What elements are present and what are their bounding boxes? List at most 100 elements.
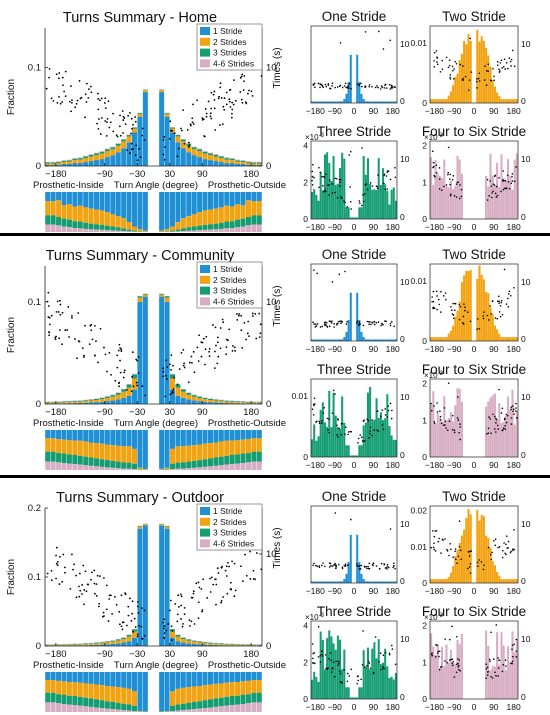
small-point [439,71,442,73]
small-bar [487,186,490,219]
small-point [382,428,385,431]
bar-one [229,403,235,404]
strip-four [186,468,192,470]
strip-three [164,469,170,470]
small-point [331,565,334,568]
strip-four [83,228,89,232]
bar-one [99,644,105,646]
small-point [452,302,454,305]
legend-label: 2 Strides [213,37,247,47]
small-bar [480,274,483,341]
strip-two [224,682,230,697]
small-point [494,192,497,195]
bar-three [126,135,132,137]
time-point [170,639,173,641]
small-bar [463,275,466,341]
bar-three [137,525,143,527]
time-point [83,603,85,606]
time-point [166,378,168,380]
small-point [320,564,323,567]
small-point [311,662,314,664]
small-point [508,57,511,59]
time-point [200,341,203,344]
time-point [87,97,90,99]
bar-three [202,642,208,644]
x-label-left: Prosthetic-Inside [33,180,104,191]
legend-label: 3 Strides [213,48,247,58]
small-point [433,548,436,551]
time-point [214,578,217,581]
small-point [499,315,502,318]
small-bar [334,581,337,583]
strip-four [202,466,208,471]
time-point [64,329,67,332]
small-bar [496,632,499,699]
time-point [143,634,146,637]
small-point [334,177,336,180]
strip-three [132,705,138,712]
time-point [67,306,70,308]
small-point [367,567,370,570]
small-point [485,677,488,679]
time-point [228,100,231,103]
time-point [242,580,244,582]
time-point [72,568,74,571]
small-point [505,303,508,305]
time-point [132,385,135,388]
small-x-tick-label: 180 [507,344,521,354]
small-bar [513,99,516,103]
small-point [448,64,451,67]
small-point [357,442,359,444]
small-right-tick-label: 0 [521,96,526,106]
small-point [316,323,319,325]
time-point [240,98,243,101]
small-point [337,320,340,323]
small-bar [392,679,395,699]
x-tick-label: 180 [243,169,259,180]
strip-two [61,205,67,219]
time-point [143,609,146,612]
time-point [107,100,110,102]
time-point [90,91,93,94]
strip-four [77,705,83,712]
small-point [366,320,369,323]
small-point [435,529,438,532]
small-panel-title: Four to Six Stride [422,362,526,377]
time-point [126,624,128,627]
small-point [344,564,347,567]
small-point [333,326,336,328]
bar-four [213,399,219,400]
bar-two [256,402,262,404]
legend-label: 1 Stride [213,264,243,274]
time-point [103,615,105,617]
time-point [219,82,222,85]
small-point [492,183,495,185]
small-bar [452,663,455,699]
small-point [356,563,358,565]
small-point [502,66,505,68]
strip-one [175,672,181,689]
small-y-tick-label: 0 [303,214,308,224]
bar-one [218,162,224,166]
small-bar [328,101,331,103]
small-bar [476,278,479,341]
small-bar [436,337,439,341]
time-point [130,390,133,393]
small-right-tick-label: 10 [400,634,410,644]
time-point [174,602,177,605]
bar-two [180,391,186,398]
bar-two [175,136,181,143]
small-point [436,308,438,311]
small-point [311,170,314,173]
small-bar [509,176,512,219]
small-bar [369,183,372,219]
small-bar [507,396,510,457]
strip-four [83,706,89,712]
small-bar [463,529,466,583]
small-bar [432,579,435,583]
small-bar [362,155,365,219]
small-point [435,290,438,293]
small-bar [334,184,337,219]
small-bar [388,581,391,583]
